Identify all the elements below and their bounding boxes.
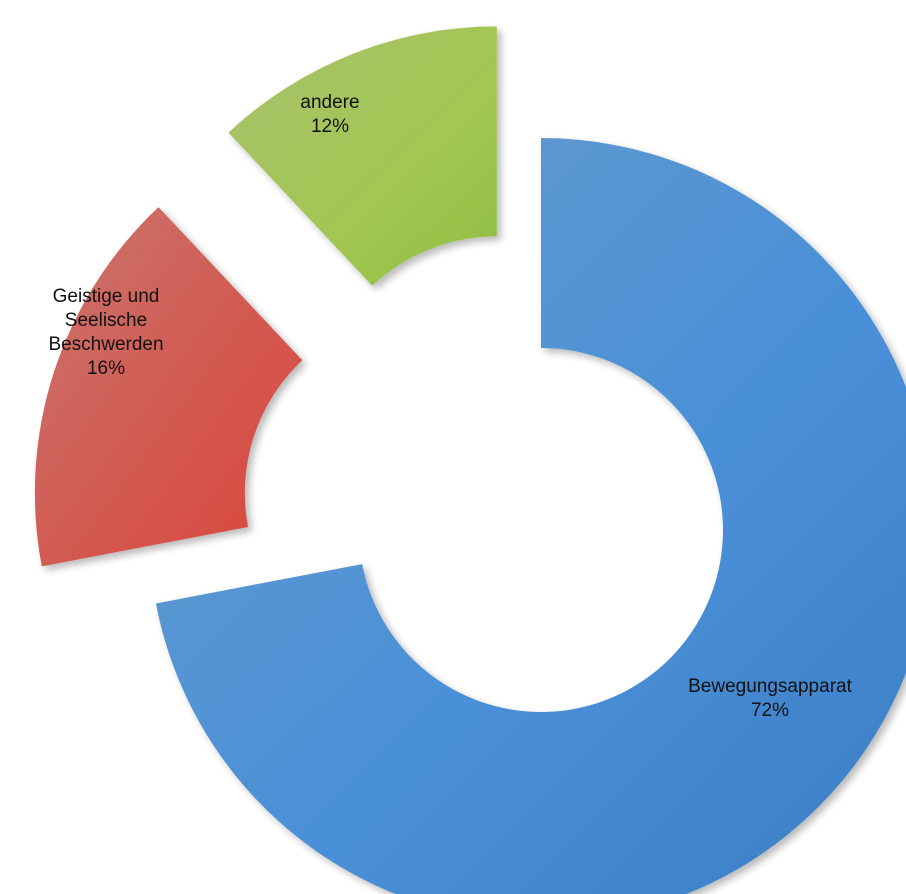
slice-percent-label: 16% <box>87 358 125 379</box>
label-layer: Bewegungsapparat 72% Geistige und Seelische… <box>48 92 852 721</box>
slice-label-line: Geistige und <box>53 286 160 307</box>
slice-label-line: Beschwerden <box>48 334 163 355</box>
slice-label-1: Bewegungsapparat 72% <box>688 676 852 721</box>
slice-label-line: andere <box>300 92 359 113</box>
slice-layer <box>34 26 906 894</box>
slice-percent-label: 12% <box>311 116 349 137</box>
slice-percent-label: 72% <box>751 700 789 721</box>
donut-slice-1 <box>155 138 906 894</box>
slice-label-3: andere 12% <box>300 92 359 137</box>
slice-label-line: Seelische <box>65 310 147 331</box>
slice-label-line: Bewegungsapparat <box>688 676 852 697</box>
slice-label-2: Geistige und Seelische Beschwerden 16% <box>48 286 163 379</box>
donut-slice-3 <box>228 26 497 286</box>
donut-slice-2 <box>34 207 303 567</box>
